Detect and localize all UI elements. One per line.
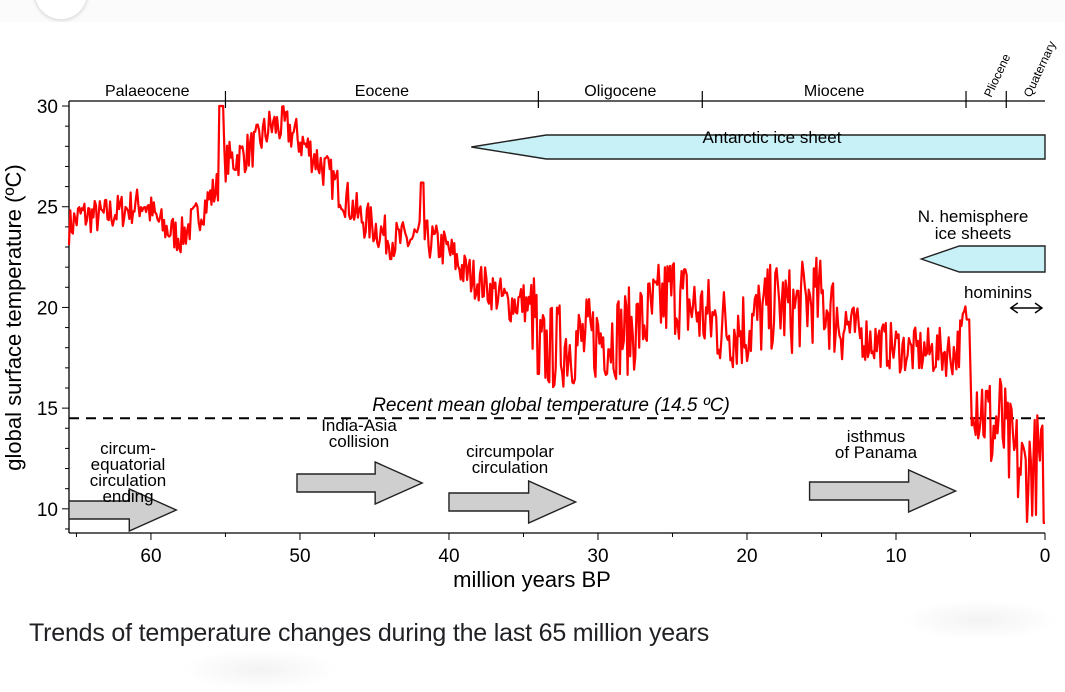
y-tick-label: 20 xyxy=(37,298,58,319)
ice-sheet-label: Antarctic ice sheet xyxy=(703,128,842,147)
event-label: circumpolar xyxy=(466,442,554,461)
event-arrow xyxy=(448,479,578,525)
event-label: isthmus xyxy=(847,427,906,446)
x-tick-label: 0 xyxy=(1040,546,1051,567)
epoch-label: Quaternary xyxy=(1021,39,1059,99)
x-tick-label: 30 xyxy=(587,546,608,567)
event-arrow xyxy=(808,468,958,514)
ice-sheet-arrow xyxy=(471,134,1046,160)
hominins-arrowhead xyxy=(1034,302,1044,314)
x-tick-label: 10 xyxy=(885,546,906,567)
background-smudge xyxy=(180,650,340,690)
x-tick-label: 40 xyxy=(438,546,459,567)
event-label: of Panama xyxy=(835,443,918,462)
chart-card: 10 15 20 25 30 60 50 40 30 20 10 0 million years BP g… xyxy=(0,22,1065,600)
epoch-label: Eocene xyxy=(355,83,409,100)
epoch-label: Miocene xyxy=(804,83,865,100)
reference-line-label: Recent mean global temperature (14.5 ºC) xyxy=(372,395,730,416)
temperature-series-line xyxy=(67,104,1045,524)
event-arrow xyxy=(296,460,424,506)
caption-area xyxy=(0,600,1065,692)
ice-sheet-label: ice sheets xyxy=(935,224,1012,243)
top-bar xyxy=(0,0,1065,22)
event-label: collision xyxy=(329,432,389,451)
epoch-label: Oligocene xyxy=(584,83,656,100)
event-label: circum- xyxy=(100,439,156,458)
event-label: ending xyxy=(102,487,153,506)
hominins-label: hominins xyxy=(964,283,1032,302)
hominins-arrowhead xyxy=(1009,302,1019,314)
back-button[interactable] xyxy=(34,0,88,20)
background-smudge xyxy=(900,600,1060,640)
figure-caption: Trends of temperature changes during the… xyxy=(29,619,710,647)
ice-sheet-arrow xyxy=(919,245,1046,273)
epoch-label: Palaeocene xyxy=(105,83,190,100)
y-axis-label: global surface temperature (ºC) xyxy=(1,164,26,470)
x-tick-label: 60 xyxy=(140,546,161,567)
x-tick-label: 50 xyxy=(289,546,310,567)
x-axis-label: million years BP xyxy=(453,567,611,592)
event-arrow xyxy=(68,487,179,533)
y-tick-label: 15 xyxy=(37,399,58,420)
event-label: equatorial xyxy=(91,455,166,474)
epoch-label: Pliocene xyxy=(981,51,1013,99)
x-tick-label: 20 xyxy=(736,546,757,567)
event-label: India-Asia xyxy=(321,416,397,435)
ice-sheet-label: N. hemisphere xyxy=(918,207,1029,226)
y-tick-label: 30 xyxy=(37,97,58,118)
event-label: circulation xyxy=(90,471,167,490)
event-label: circulation xyxy=(472,458,549,477)
y-tick-label: 10 xyxy=(37,500,58,521)
y-tick-label: 25 xyxy=(37,198,58,219)
temperature-chart: 10 15 20 25 30 60 50 40 30 20 10 0 million years BP g… xyxy=(1,39,1059,592)
